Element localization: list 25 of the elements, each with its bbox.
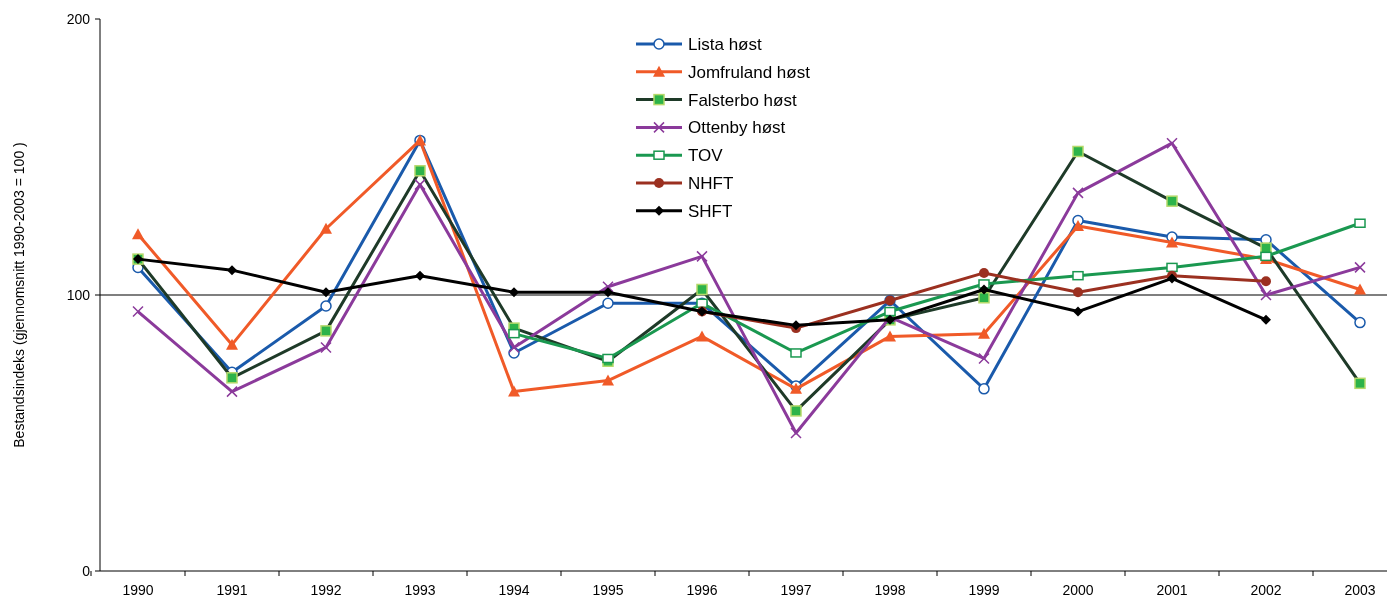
x-tick-label: 2000	[1062, 582, 1094, 598]
legend-label: Falsterbo høst	[688, 90, 797, 110]
x-tick-label: 1991	[216, 582, 248, 598]
legend-label: NHFT	[688, 173, 734, 193]
y-tick-label: 100	[66, 286, 91, 303]
x-tick-label: 1998	[874, 582, 906, 598]
x-tick-label: 1996	[686, 582, 718, 598]
y-tick-label: 200	[66, 10, 91, 27]
legend-label: TOV	[688, 146, 724, 166]
x-tick-label: 1995	[592, 582, 624, 598]
y-tick-label: 0	[82, 562, 91, 579]
x-tick-label: 2002	[1250, 582, 1282, 598]
legend-label: SHFT	[688, 201, 733, 221]
x-tick-label: 1990	[122, 582, 154, 598]
legend-label: Jomfruland høst	[688, 62, 811, 82]
y-axis-title: Bestandsindeks (gjennomsnitt 1990-2003 = 100 )	[11, 142, 27, 448]
x-tick-label: 2001	[1156, 582, 1188, 598]
x-tick-label: 1994	[498, 582, 530, 598]
legend-label: Ottenby høst	[688, 118, 786, 138]
legend-label: Lista høst	[688, 34, 762, 54]
x-tick-label: 1992	[310, 582, 342, 598]
x-tick-label: 1997	[780, 582, 812, 598]
x-tick-label: 1999	[968, 582, 1000, 598]
x-tick-label: 2003	[1344, 582, 1376, 598]
x-tick-label: 1993	[404, 582, 436, 598]
